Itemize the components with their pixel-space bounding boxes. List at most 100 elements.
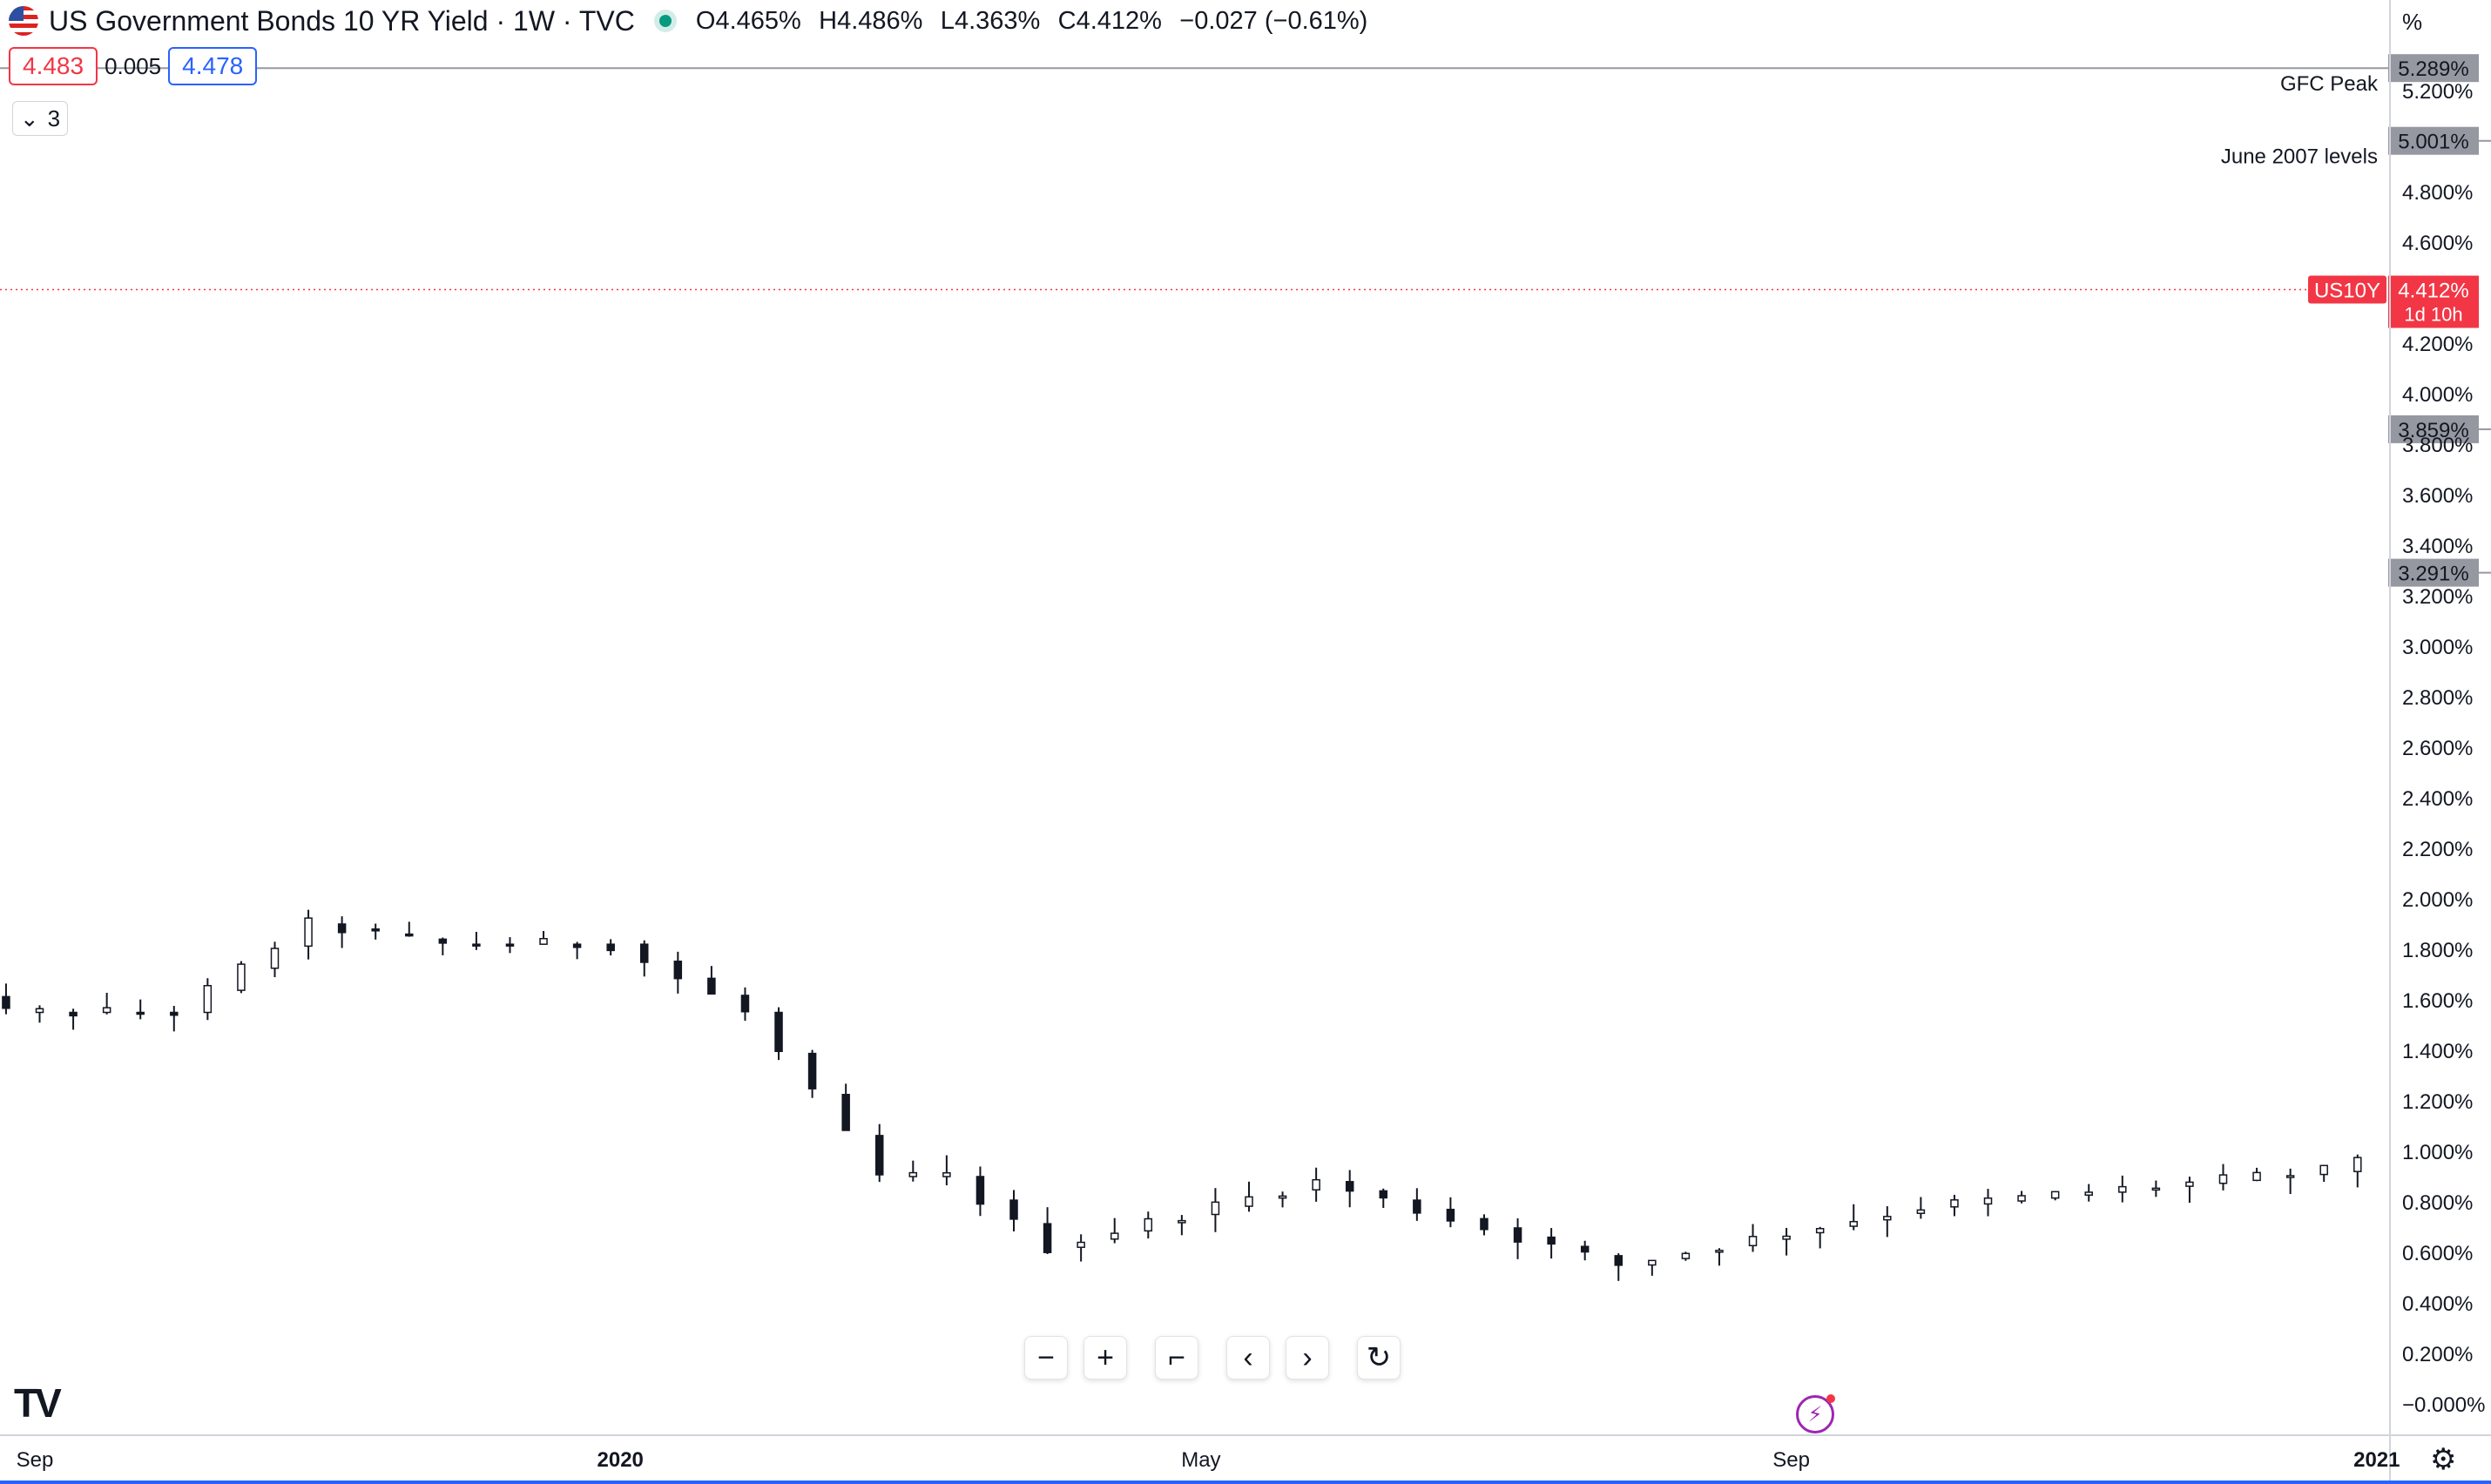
- lightning-icon[interactable]: ⚡: [1796, 1394, 1835, 1433]
- candle: [1883, 1206, 1892, 1238]
- indicators-count: 3: [47, 105, 61, 132]
- candle: [1009, 1190, 1018, 1231]
- price-tick-label: 0.200%: [2402, 1343, 2473, 1366]
- time-axis[interactable]: Sep2020MaySep2021MaySepMaySepMaySep2024M…: [0, 1434, 2491, 1484]
- candle-body-up: [942, 1172, 951, 1177]
- price-tick-label: 1.400%: [2402, 1040, 2473, 1063]
- us-flag-icon: [9, 6, 38, 36]
- zoom-out-button[interactable]: −: [1024, 1336, 1068, 1379]
- candle: [1849, 1204, 1858, 1231]
- price-tick-label: 3.600%: [2402, 484, 2473, 508]
- candle-body-up: [2218, 1174, 2228, 1184]
- low-value: 4.363%: [954, 7, 1041, 35]
- candle: [2185, 1177, 2194, 1204]
- candle-body-up: [1278, 1195, 1287, 1199]
- candle: [371, 923, 380, 940]
- candle: [740, 987, 750, 1022]
- time-tick-label: May: [1181, 1448, 1220, 1472]
- candle-body-down: [371, 928, 380, 932]
- candle-body-up: [1681, 1252, 1691, 1259]
- candle: [505, 937, 515, 954]
- candle-body-up: [2050, 1191, 2060, 1199]
- price-axis[interactable]: 5.200% 4.800% 4.600% 4.200% 4.000% 3.800% 3.60…: [2389, 0, 2485, 1484]
- candle: [807, 1049, 817, 1098]
- candle: [1110, 1218, 1119, 1244]
- candle: [1715, 1248, 1724, 1266]
- scroll-left-button[interactable]: ‹: [1226, 1336, 1270, 1379]
- candle-body-up: [2151, 1187, 2161, 1191]
- candle: [1312, 1167, 1320, 1202]
- chart-header: US Government Bonds 10 YR Yield · 1W · T…: [9, 3, 1378, 38]
- candle-body-up: [1312, 1178, 1320, 1191]
- candle: [2285, 1168, 2295, 1194]
- indicators-toggle-button[interactable]: ⌄ 3: [12, 101, 68, 136]
- candle: [1278, 1191, 1287, 1208]
- candle-body-up: [35, 1008, 44, 1014]
- candle: [1782, 1227, 1791, 1256]
- market-status-dot-icon: [658, 15, 672, 27]
- candle: [1916, 1197, 1926, 1219]
- price-tick-label: 3.800%: [2402, 434, 2473, 457]
- candle-body-up: [237, 963, 246, 991]
- candle: [2151, 1180, 2161, 1197]
- candle: [539, 931, 548, 945]
- candle-body-down: [472, 943, 481, 947]
- candle-body-up: [1748, 1236, 1758, 1247]
- time-tick-label: Sep: [17, 1448, 54, 1472]
- level-price-badge[interactable]: [2388, 415, 2479, 443]
- symbol-title[interactable]: US Government Bonds 10 YR Yield · 1W · T…: [49, 4, 635, 37]
- buy-price-button[interactable]: 4.478: [168, 47, 258, 85]
- symbol-badge[interactable]: [2308, 275, 2386, 304]
- candle-body-up: [1110, 1232, 1119, 1240]
- candle: [1043, 1207, 1052, 1254]
- candle-body-down: [505, 943, 515, 947]
- price-tick-label: 1.200%: [2402, 1090, 2473, 1114]
- level-price-label: 5.001%: [2398, 131, 2468, 154]
- candle: [1480, 1214, 1489, 1236]
- candle-body-down: [1480, 1218, 1489, 1231]
- candle: [472, 931, 481, 950]
- symbol-badge-label: US10Y: [2314, 280, 2380, 303]
- candle: [975, 1166, 985, 1217]
- last-price-badge[interactable]: [2388, 275, 2479, 328]
- reset-scale-button[interactable]: ⌐: [1155, 1336, 1198, 1379]
- candle-body-up: [2319, 1164, 2328, 1176]
- candle-body-down: [874, 1135, 884, 1176]
- tradingview-logo-icon[interactable]: TV: [14, 1380, 62, 1426]
- candle: [640, 940, 649, 977]
- price-tick-label: 4.000%: [2402, 383, 2473, 407]
- axis-unit-label[interactable]: %: [2402, 9, 2423, 35]
- candle-body-up: [2353, 1157, 2362, 1172]
- candle: [237, 961, 246, 994]
- candle: [1245, 1181, 1253, 1212]
- sell-price-button[interactable]: 4.483: [9, 47, 98, 85]
- scroll-right-button[interactable]: ›: [1286, 1336, 1329, 1379]
- candle-body-up: [1815, 1227, 1825, 1234]
- level-price-badge[interactable]: [2388, 54, 2479, 83]
- candle-body-up: [1983, 1197, 1993, 1205]
- settings-gear-icon[interactable]: ⚙: [2430, 1443, 2457, 1476]
- candle-body-down: [640, 943, 649, 963]
- candle: [1614, 1253, 1624, 1281]
- candles: [2, 909, 2362, 1281]
- candle: [1413, 1188, 1421, 1221]
- horizontal-levels[interactable]: 5.289% GFC Peak 5.001% June 2007 levels 3.85…: [0, 54, 2491, 587]
- candle-body-down: [1446, 1208, 1455, 1222]
- candle-body-up: [1178, 1219, 1186, 1224]
- candle-body-up: [2185, 1181, 2194, 1187]
- price-tick-label: 5.200%: [2402, 80, 2473, 104]
- candle-body-down: [1043, 1223, 1052, 1253]
- level-price-badge[interactable]: [2388, 126, 2479, 155]
- candle: [572, 941, 582, 960]
- candle: [606, 939, 615, 956]
- price-tick-label: 1.800%: [2402, 939, 2473, 962]
- candle-body-down: [1513, 1227, 1522, 1243]
- time-tick-label: 2021: [2353, 1448, 2400, 1472]
- candle: [2050, 1191, 2060, 1201]
- candle-body-down: [1614, 1255, 1624, 1266]
- zoom-in-button[interactable]: +: [1083, 1336, 1127, 1379]
- level-price-badge[interactable]: [2388, 558, 2479, 587]
- reset-chart-button[interactable]: ↻: [1357, 1336, 1401, 1379]
- candle: [2319, 1164, 2328, 1183]
